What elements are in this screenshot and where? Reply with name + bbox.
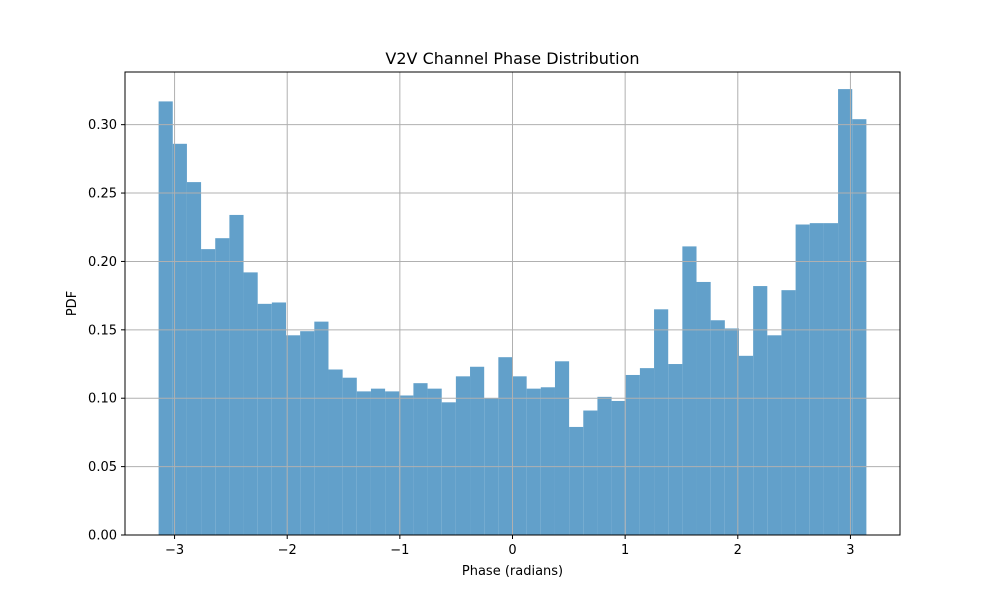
bar [838, 89, 853, 536]
bar [852, 119, 867, 535]
bar [781, 290, 796, 535]
bar [229, 214, 244, 536]
bar [441, 402, 456, 535]
bar [286, 335, 301, 535]
bar [271, 302, 287, 535]
bar [724, 328, 739, 535]
y-axis: 0.00 0.05 0.10 0.15 0.20 0.25 0.30 [88, 118, 125, 544]
bar [385, 391, 400, 535]
x-tick-label: 3 [846, 543, 854, 558]
bar [470, 366, 485, 535]
bar [809, 223, 824, 536]
bar [625, 374, 640, 535]
bar [611, 400, 626, 535]
bar [753, 286, 768, 535]
bar [668, 364, 683, 535]
y-tick-label: 0.20 [88, 255, 117, 270]
bars [158, 89, 867, 536]
bar [569, 426, 584, 535]
bar [370, 388, 386, 535]
x-axis-label: Phase (radians) [462, 564, 563, 579]
y-tick-label: 0.25 [88, 187, 117, 202]
bar [583, 410, 598, 535]
bar [696, 281, 711, 535]
x-tick-label: −1 [390, 543, 409, 558]
bar [540, 387, 555, 535]
bar [823, 223, 839, 536]
bar [328, 369, 343, 535]
bar [399, 395, 414, 535]
x-tick-label: −3 [165, 543, 184, 558]
bar [682, 246, 697, 535]
bar [342, 377, 357, 535]
bar [186, 182, 202, 535]
bar [639, 368, 655, 535]
bar [710, 320, 725, 535]
x-tick-label: 1 [621, 543, 629, 558]
bar [554, 361, 570, 535]
grid [125, 72, 900, 536]
y-tick-label: 0.05 [88, 460, 117, 475]
bar [413, 383, 428, 535]
bar [300, 331, 315, 535]
bar [738, 355, 754, 535]
bar [654, 309, 669, 535]
x-tick-label: 2 [734, 543, 742, 558]
bar [158, 101, 173, 535]
bar [526, 388, 541, 535]
bar [215, 238, 230, 535]
bar [172, 143, 187, 535]
x-tick-label: 0 [508, 543, 516, 558]
chart-title: V2V Channel Phase Distribution [385, 49, 639, 68]
y-tick-label: 0.15 [88, 323, 117, 338]
bar [427, 388, 442, 535]
bar [243, 272, 258, 535]
bar [498, 357, 513, 535]
bar [455, 376, 471, 535]
bar [257, 303, 272, 535]
y-tick-label: 0.30 [88, 118, 117, 133]
bar [201, 249, 216, 535]
y-tick-label: 0.00 [88, 529, 117, 544]
x-axis: −3 −2 −1 0 1 2 3 [165, 535, 855, 558]
bar [512, 376, 527, 535]
bar [597, 396, 612, 535]
y-axis-label: PDF [65, 291, 80, 316]
bar [314, 321, 329, 535]
bar [356, 391, 371, 535]
bar [795, 224, 810, 536]
y-tick-label: 0.10 [88, 392, 117, 407]
x-tick-label: −2 [278, 543, 297, 558]
bar [767, 335, 782, 535]
